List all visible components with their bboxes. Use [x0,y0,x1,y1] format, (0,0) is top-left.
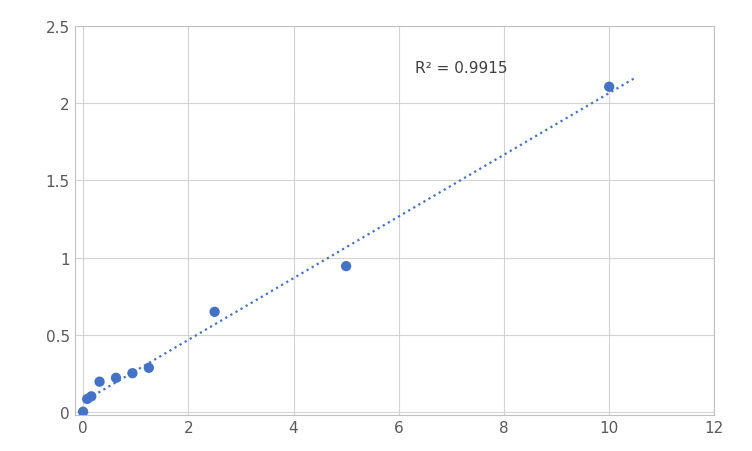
Point [126,370,138,377]
Point [77,408,89,415]
Point [81,396,93,403]
Point [603,84,615,91]
Point [93,378,105,386]
Point [143,364,155,372]
Point [208,308,220,316]
Point [110,374,122,382]
Text: R² = 0.9915: R² = 0.9915 [414,61,507,76]
Point [85,393,97,400]
Point [340,263,352,270]
